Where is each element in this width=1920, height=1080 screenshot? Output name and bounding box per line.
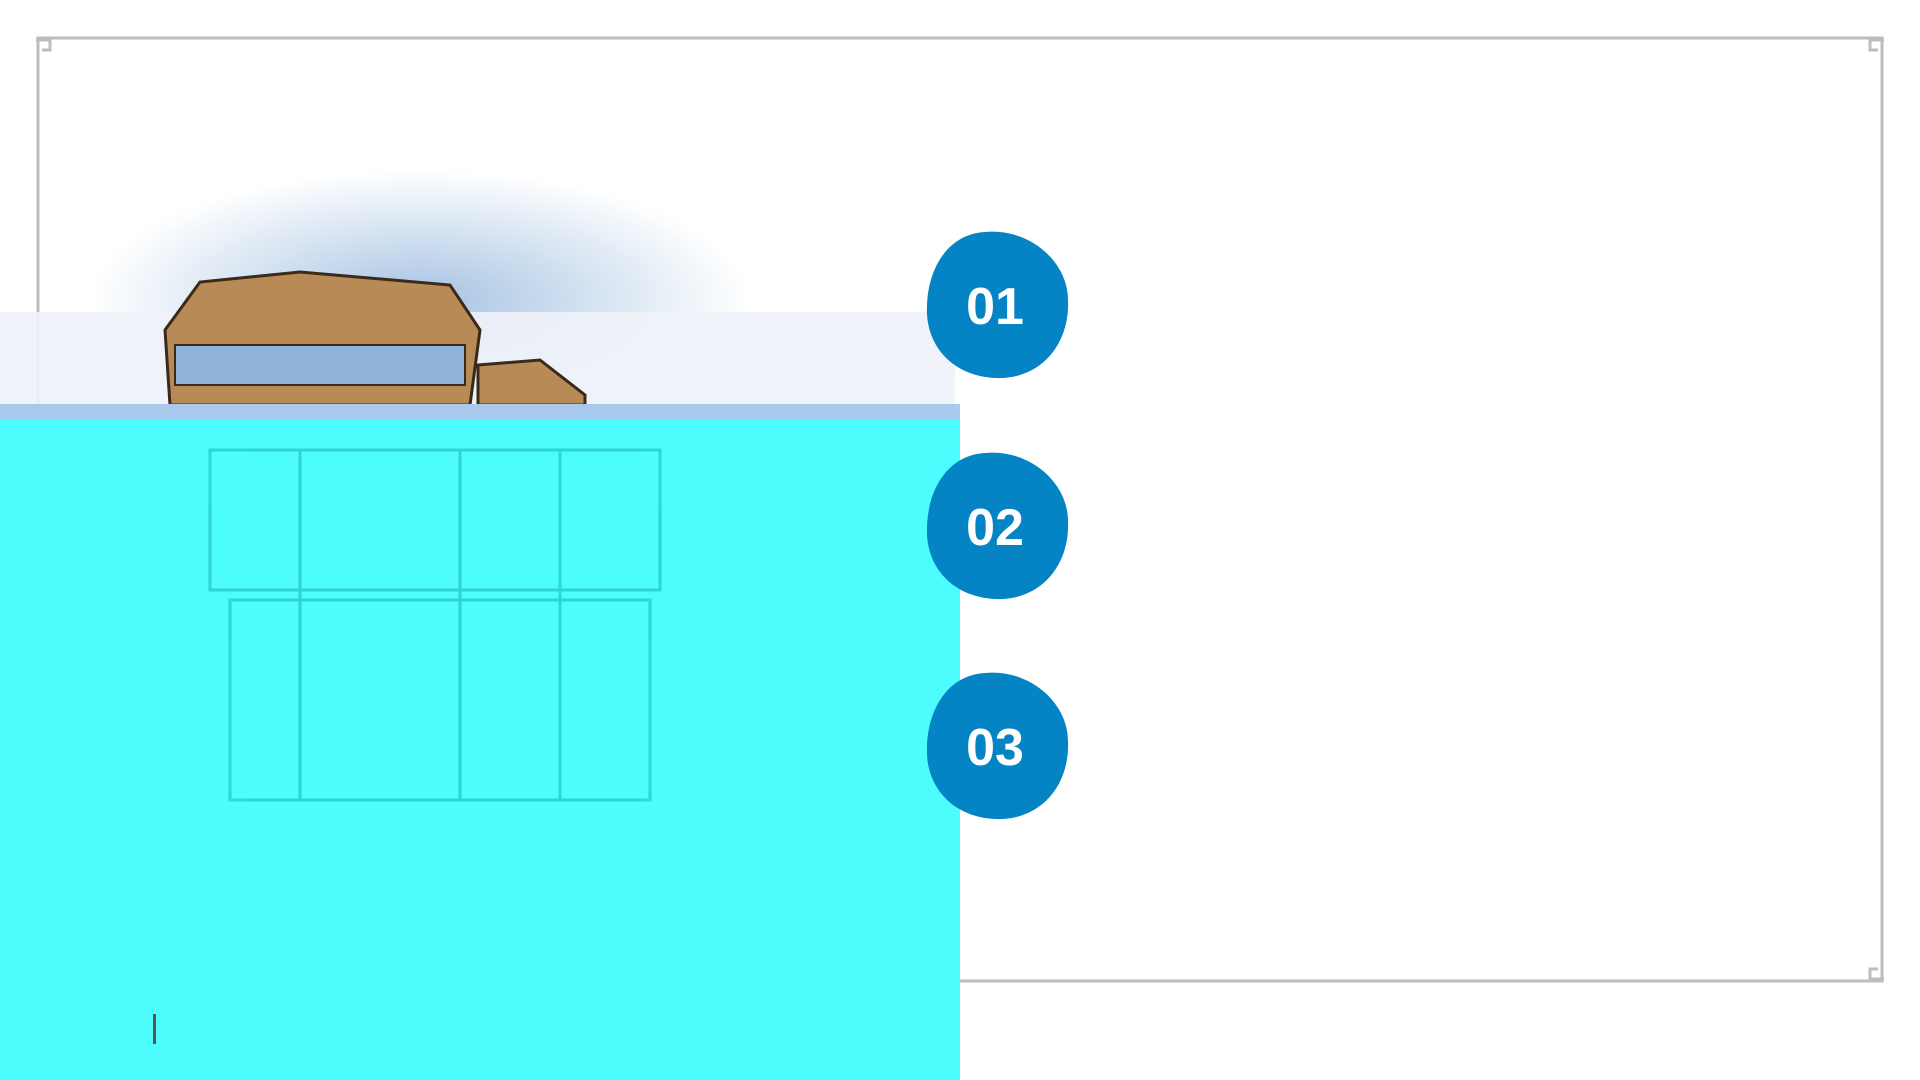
- cyan-block: [0, 419, 960, 1080]
- item-03: 03: [926, 672, 1069, 820]
- number-label: 01: [966, 278, 1024, 336]
- number-blob: [926, 452, 1069, 600]
- number-label: 03: [966, 719, 1024, 777]
- marker: [153, 1014, 156, 1044]
- number-label: 02: [966, 499, 1024, 557]
- building-sketch: [208, 448, 662, 802]
- number-blob: [926, 231, 1069, 379]
- item-01: 01: [926, 231, 1069, 379]
- number-blob: [926, 672, 1069, 820]
- item-02: 02: [926, 452, 1069, 600]
